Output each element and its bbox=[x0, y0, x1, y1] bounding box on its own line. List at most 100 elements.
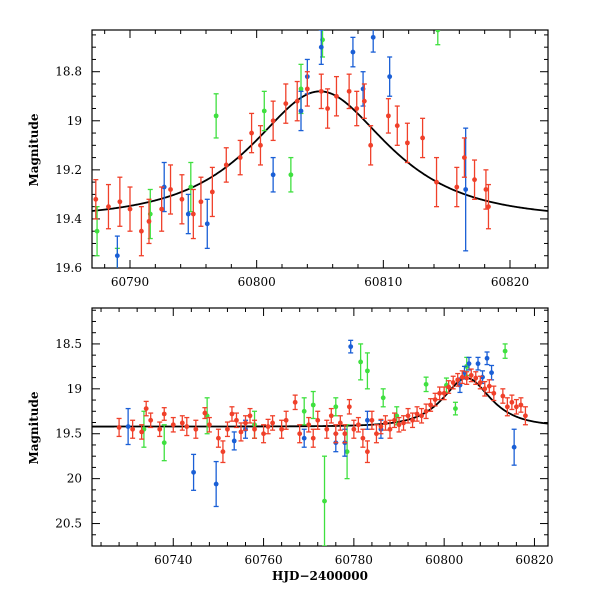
bottom-data-point-red bbox=[419, 413, 424, 419]
top-series-red bbox=[93, 71, 491, 257]
bottom-data-point-red bbox=[234, 417, 239, 423]
bottom-y-tick-label: 19 bbox=[67, 382, 82, 396]
top-data-point-red bbox=[294, 98, 300, 104]
bottom-data-point-blue bbox=[466, 361, 472, 367]
bottom-data-point-red bbox=[116, 425, 122, 430]
top-data-point-red bbox=[168, 187, 173, 192]
top-data-point-red bbox=[361, 98, 367, 104]
bottom-data-point-red bbox=[184, 424, 190, 429]
bottom-data-point-red bbox=[378, 424, 384, 429]
top-model-curve bbox=[92, 90, 548, 212]
bottom-data-point-red bbox=[446, 384, 452, 390]
top-data-point-red bbox=[346, 88, 352, 94]
bottom-data-point-green bbox=[310, 402, 316, 408]
bottom-x-tick-label: 60780 bbox=[335, 553, 373, 567]
top-data-point-blue bbox=[350, 49, 356, 55]
top-data-point-green bbox=[213, 113, 219, 119]
top-data-point-red bbox=[325, 106, 330, 111]
bottom-y-tick-label: 20.5 bbox=[55, 517, 82, 531]
top-data-point-red bbox=[117, 199, 123, 205]
bottom-data-point-red bbox=[315, 417, 321, 423]
bottom-data-point-red bbox=[414, 411, 420, 417]
bottom-data-point-red bbox=[351, 426, 357, 432]
top-data-point-red bbox=[198, 199, 204, 205]
bottom-data-point-blue bbox=[231, 438, 237, 444]
bottom-data-point-red bbox=[247, 413, 253, 419]
bottom-data-point-red bbox=[365, 449, 370, 455]
bottom-data-point-red bbox=[455, 377, 461, 383]
top-data-point-red bbox=[270, 118, 276, 124]
bottom-y-tick-label: 19.5 bbox=[55, 427, 82, 441]
bottom-data-point-green bbox=[344, 449, 350, 455]
top-data-point-blue bbox=[318, 44, 324, 50]
bottom-data-point-red bbox=[179, 420, 185, 426]
top-data-point-blue bbox=[298, 108, 304, 114]
bottom-data-point-blue bbox=[348, 344, 354, 350]
top-y-tick-label: 19.4 bbox=[55, 212, 82, 226]
bottom-data-point-red bbox=[306, 422, 312, 428]
bottom-data-point-green bbox=[380, 395, 386, 401]
top-data-point-red bbox=[472, 177, 477, 183]
bottom-data-point-red bbox=[468, 372, 474, 378]
bottom-data-point-red bbox=[148, 417, 154, 423]
bottom-data-point-red bbox=[333, 431, 339, 437]
bottom-data-point-blue bbox=[484, 355, 490, 361]
top-y-tick-label: 19 bbox=[67, 114, 82, 128]
bottom-data-point-red bbox=[360, 435, 366, 441]
top-x-tick-label: 60810 bbox=[364, 275, 402, 289]
top-data-point-blue bbox=[463, 187, 469, 192]
bottom-data-point-red bbox=[509, 399, 515, 405]
bottom-data-point-red bbox=[396, 422, 402, 428]
bottom-data-point-red bbox=[270, 420, 275, 426]
top-data-point-blue bbox=[270, 172, 276, 178]
top-data-point-blue bbox=[370, 34, 376, 40]
bottom-model-curve bbox=[92, 377, 548, 428]
bottom-data-point-red bbox=[265, 424, 271, 429]
top-y-tick-label: 19.2 bbox=[55, 163, 82, 177]
bottom-data-point-red bbox=[369, 417, 375, 423]
bottom-data-point-red bbox=[324, 426, 330, 432]
bottom-plot-area bbox=[92, 339, 548, 546]
bottom-data-point-red bbox=[423, 408, 429, 414]
top-data-point-red bbox=[462, 155, 467, 160]
bottom-data-point-red bbox=[139, 429, 145, 435]
bottom-data-point-red bbox=[225, 426, 230, 432]
bottom-data-point-green bbox=[333, 404, 339, 410]
bottom-data-point-red bbox=[441, 390, 447, 396]
top-data-point-red bbox=[93, 196, 99, 202]
bottom-data-point-red bbox=[513, 404, 519, 410]
bottom-data-point-red bbox=[261, 431, 266, 437]
bottom-data-point-red bbox=[238, 429, 244, 435]
top-data-point-red bbox=[258, 142, 263, 148]
top-data-point-green bbox=[298, 86, 304, 92]
bottom-data-point-red bbox=[143, 406, 149, 411]
top-data-point-red bbox=[237, 155, 243, 160]
bottom-data-point-green bbox=[301, 408, 307, 414]
bottom-data-point-green bbox=[502, 348, 508, 354]
top-data-point-red bbox=[454, 184, 460, 190]
top-data-point-red bbox=[139, 228, 144, 234]
bottom-data-point-red bbox=[374, 431, 379, 437]
bottom-data-point-green bbox=[453, 406, 458, 411]
bottom-data-point-red bbox=[486, 383, 492, 389]
bottom-data-point-red bbox=[464, 375, 470, 381]
top-data-point-red bbox=[420, 135, 425, 141]
bottom-data-point-green bbox=[322, 498, 327, 504]
top-y-tick-label: 19.6 bbox=[55, 261, 82, 275]
bottom-data-point-red bbox=[157, 426, 163, 432]
top-data-point-red bbox=[304, 86, 310, 92]
bottom-data-point-red bbox=[216, 435, 221, 441]
bottom-data-point-red bbox=[220, 449, 226, 455]
bottom-data-point-green bbox=[161, 440, 167, 446]
top-data-point-blue bbox=[387, 74, 393, 80]
bottom-data-point-blue bbox=[213, 481, 219, 487]
x-axis-label: HJD−2400000 bbox=[272, 569, 368, 583]
bottom-data-point-red bbox=[477, 380, 483, 385]
bottom-data-point-red bbox=[401, 420, 406, 426]
top-series-blue bbox=[114, 30, 469, 268]
bottom-data-point-red bbox=[202, 410, 208, 416]
bottom-y-tick-label: 20 bbox=[67, 472, 82, 486]
bottom-data-point-red bbox=[243, 420, 248, 426]
bottom-data-point-blue bbox=[511, 444, 517, 450]
top-data-point-red bbox=[483, 187, 489, 192]
